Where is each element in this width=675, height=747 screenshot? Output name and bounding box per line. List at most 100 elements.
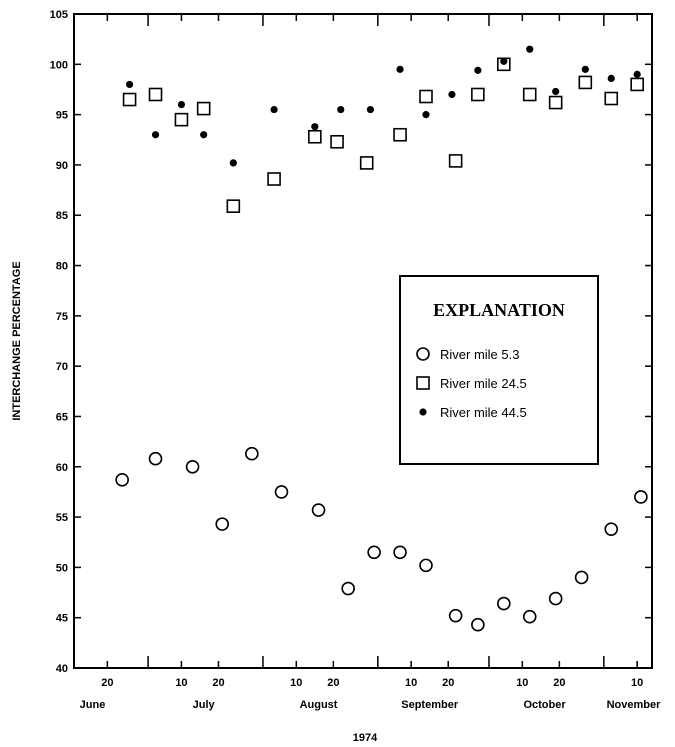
series-2 (122, 57, 644, 213)
data-point (604, 91, 619, 106)
data-point (151, 131, 160, 139)
legend-label: River mile 5.3 (440, 347, 519, 362)
y-tick-label: 105 (50, 9, 68, 21)
data-point (226, 199, 241, 213)
x-month-label: July (193, 699, 216, 711)
data-markers (115, 45, 648, 632)
data-point (196, 101, 211, 116)
data-point (337, 105, 345, 114)
x-tick-label: 20 (101, 677, 113, 689)
data-point (125, 80, 134, 89)
data-point (526, 45, 534, 53)
y-tick-label: 100 (50, 59, 68, 71)
data-point (148, 87, 163, 102)
y-tick-label: 85 (56, 210, 68, 222)
legend-items: River mile 5.3 River mile 24.5 River mile … (416, 347, 527, 420)
y-tick-label: 80 (56, 261, 68, 273)
data-point (422, 111, 430, 119)
y-axis-title: INTERCHANGE PERCENTAGE (11, 261, 23, 420)
data-point (574, 570, 589, 585)
x-axis-title: 1974 (353, 732, 378, 744)
y-tick-label: 40 (56, 663, 68, 675)
data-point (419, 558, 433, 573)
data-point (245, 446, 259, 461)
y-tick-label: 75 (56, 311, 68, 323)
x-tick-label: 10 (631, 677, 643, 689)
data-point (578, 75, 593, 90)
data-point (474, 66, 482, 74)
x-tick-label: 20 (212, 677, 224, 689)
series-3 (125, 45, 641, 167)
data-point (308, 129, 322, 144)
x-tick-label: 10 (405, 677, 417, 689)
legend-marker (416, 376, 430, 390)
x-tick-label: 20 (553, 677, 565, 689)
y-tick-label: 50 (56, 562, 68, 574)
data-point (215, 517, 230, 531)
x-month-label: September (401, 699, 459, 711)
data-point (229, 159, 237, 167)
x-month-label: November (607, 699, 662, 711)
x-tick-label: 20 (327, 677, 339, 689)
data-point (122, 92, 137, 107)
data-point (366, 105, 375, 114)
data-point (148, 451, 163, 466)
data-point (548, 591, 563, 606)
data-point (634, 490, 648, 504)
data-point (633, 70, 641, 78)
x-tick-label: 20 (442, 677, 454, 689)
y-ticks: 40 45 50 55 60 65 70 75 80 85 90 95 100 105 (50, 9, 652, 675)
x-tick-label: 10 (516, 677, 528, 689)
data-point (177, 100, 186, 109)
y-tick-label: 65 (56, 411, 68, 423)
data-point (341, 581, 355, 596)
data-point (396, 65, 404, 73)
data-point (607, 74, 615, 82)
y-tick-label: 60 (56, 462, 68, 474)
data-point (115, 473, 129, 487)
series-1 (115, 446, 648, 632)
data-point (630, 77, 644, 92)
data-point (496, 596, 511, 611)
x-tick-label: 10 (290, 677, 302, 689)
data-point (185, 459, 200, 474)
data-point (419, 89, 433, 104)
y-tick-label: 95 (56, 110, 68, 122)
legend-label: River mile 24.5 (440, 376, 527, 391)
legend-title: EXPLANATION (433, 300, 565, 320)
legend: EXPLANATION River mile 5.3 River mile 24.… (399, 275, 599, 465)
data-point (393, 545, 407, 560)
data-point (311, 503, 326, 517)
data-point (267, 172, 281, 186)
data-point (174, 112, 189, 127)
legend-marker (416, 347, 430, 361)
data-point (393, 127, 407, 142)
data-point (581, 65, 589, 73)
data-point (274, 485, 289, 499)
data-point (604, 522, 619, 536)
data-point (471, 617, 485, 632)
data-point (448, 608, 463, 623)
data-point (367, 545, 381, 560)
y-tick-label: 45 (56, 613, 68, 625)
x-tick-label: 10 (175, 677, 187, 689)
x-month-label: October (523, 699, 566, 711)
data-point (471, 87, 485, 102)
legend-marker (419, 408, 427, 416)
data-point (548, 95, 563, 110)
legend-label: River mile 44.5 (440, 405, 527, 420)
data-point (200, 131, 208, 139)
data-point (270, 105, 278, 114)
data-point (500, 57, 508, 65)
plot-frame (73, 13, 653, 669)
x-month-label: August (300, 699, 338, 711)
y-tick-label: 55 (56, 512, 68, 524)
data-point (311, 123, 319, 131)
legend-box (399, 275, 599, 465)
data-point (522, 87, 537, 102)
data-point (448, 154, 463, 168)
x-ticks: 20 10 20 10 20 10 20 10 20 10 June July August Septem… (80, 14, 661, 711)
data-point (448, 90, 456, 99)
data-point (552, 87, 560, 96)
